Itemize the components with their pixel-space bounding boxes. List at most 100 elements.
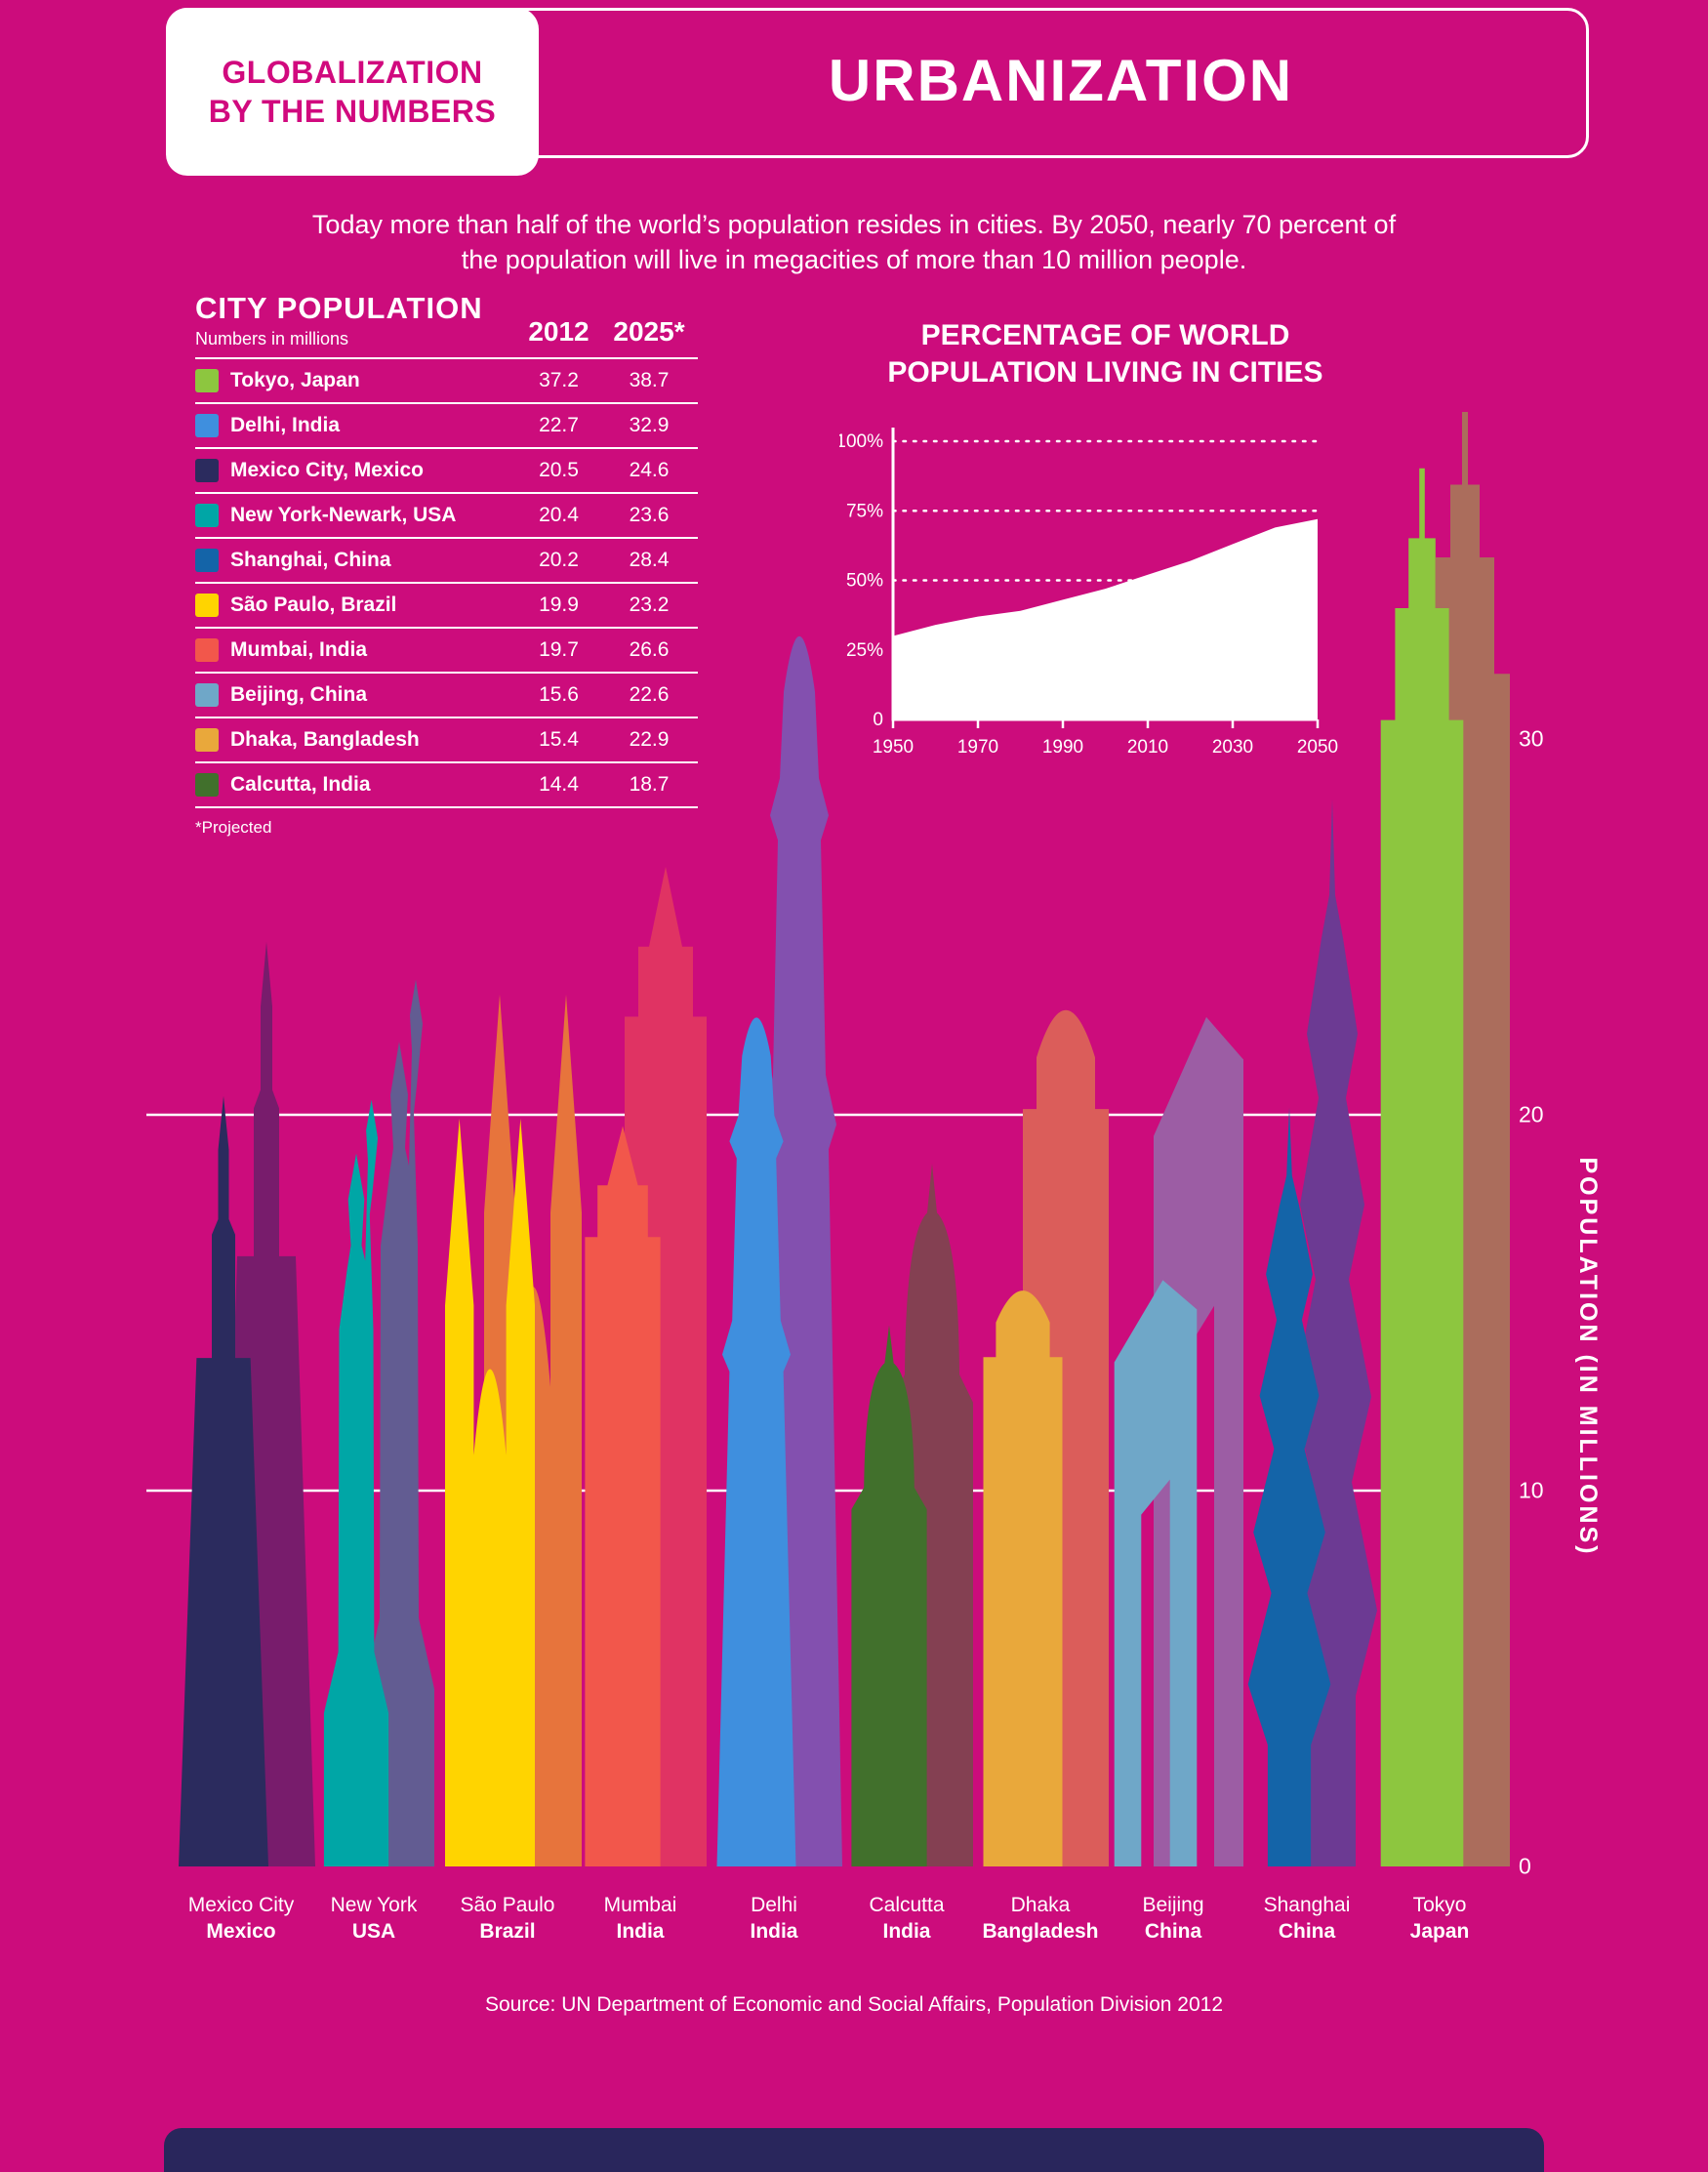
- bar-2012-Calcutta: [851, 1325, 927, 1866]
- x-axis-label-sao-paulo: São Paulo Brazil: [425, 1892, 590, 1945]
- table-row: Tokyo, Japan 37.2 38.7: [195, 359, 698, 404]
- city-color-swatch: [195, 683, 219, 707]
- x-axis-label-calcutta: Calcutta India: [824, 1892, 990, 1945]
- city-label-name: Shanghai: [1263, 1894, 1351, 1916]
- bar-2012-Mumbai: [585, 1126, 661, 1866]
- value-2012: 14.4: [539, 773, 579, 796]
- urban-percentage-area: [893, 518, 1318, 719]
- x-axis-label-dhaka: Dhaka Bangladesh: [957, 1892, 1123, 1945]
- city-label-country: Mexico: [206, 1920, 276, 1943]
- value-2012: 20.4: [539, 504, 579, 526]
- city-name: Shanghai, China: [230, 549, 391, 571]
- value-2025: 18.7: [629, 773, 670, 796]
- table-row: Mexico City, Mexico 20.5 24.6: [195, 449, 698, 494]
- city-label-name: Mexico City: [187, 1894, 295, 1916]
- y-axis-tick-30: 30: [1519, 725, 1544, 752]
- brand-line2: BY THE NUMBERS: [208, 94, 497, 129]
- next-section-bar: [164, 2128, 1544, 2172]
- area-x-tick-label: 1950: [873, 737, 914, 758]
- city-label-name: Mumbai: [603, 1894, 677, 1916]
- value-2025: 23.6: [629, 504, 670, 526]
- value-2012: 15.4: [539, 728, 579, 751]
- y-axis-title: POPULATION (IN MILLIONS): [1574, 1157, 1602, 1557]
- area-y-tick-label: 25%: [846, 640, 883, 661]
- world-urban-percentage-chart: PERCENTAGE OF WORLD POPULATION LIVING IN…: [839, 317, 1371, 766]
- city-name: New York-Newark, USA: [230, 504, 457, 526]
- city-name: Mexico City, Mexico: [230, 459, 425, 481]
- area-x-tick-label: 1990: [1042, 737, 1083, 758]
- value-2025: 22.9: [629, 728, 670, 751]
- bar-2012-Beijing: [1114, 1280, 1198, 1866]
- table-body: Tokyo, Japan 37.2 38.7 Delhi, India 22.7…: [195, 357, 698, 808]
- value-2012: 20.5: [539, 459, 579, 481]
- value-2025: 22.6: [629, 683, 670, 706]
- city-label-name: Delhi: [751, 1894, 797, 1916]
- intro-line2: the population will live in megacities o…: [461, 245, 1247, 274]
- bar-2012-Tokyo: [1380, 468, 1464, 1866]
- city-color-swatch: [195, 549, 219, 572]
- x-axis-label-delhi: Delhi India: [691, 1892, 857, 1945]
- value-2012: 22.7: [539, 414, 579, 436]
- value-2025: 38.7: [629, 369, 670, 391]
- city-label-name: Tokyo: [1412, 1894, 1467, 1916]
- table-row: São Paulo, Brazil 19.9 23.2: [195, 584, 698, 629]
- value-2012: 19.9: [539, 594, 579, 616]
- city-label-country: China: [1144, 1920, 1202, 1943]
- area-y-tick-label: 0: [873, 710, 883, 730]
- brand-box: GLOBALIZATION BY THE NUMBERS: [166, 8, 539, 176]
- area-chart-title-line1: PERCENTAGE OF WORLD: [920, 319, 1290, 351]
- city-label-name: Calcutta: [869, 1894, 945, 1916]
- city-color-swatch: [195, 414, 219, 437]
- city-name: Calcutta, India: [230, 773, 371, 796]
- city-label-name: São Paulo: [460, 1894, 555, 1916]
- value-2012: 15.6: [539, 683, 579, 706]
- bar-2025-New York: [364, 979, 434, 1866]
- bar-2012-São Paulo: [445, 1118, 535, 1866]
- source-text: Source: UN Department of Economic and So…: [484, 1993, 1223, 2016]
- bar-2012-Shanghai: [1247, 1107, 1331, 1866]
- area-chart-title-line2: POPULATION LIVING IN CITIES: [887, 356, 1323, 389]
- bar-2012-Mexico City: [179, 1095, 268, 1866]
- bar-2012-New York: [323, 1099, 389, 1866]
- table-row: Delhi, India 22.7 32.9: [195, 404, 698, 449]
- bar-2012-Delhi: [716, 1017, 796, 1866]
- city-color-swatch: [195, 594, 219, 617]
- city-name: São Paulo, Brazil: [230, 594, 397, 616]
- value-2012: 37.2: [539, 369, 579, 391]
- city-label-country: Brazil: [479, 1920, 536, 1943]
- y-axis-tick-20: 20: [1519, 1101, 1544, 1127]
- area-y-tick-label: 100%: [839, 431, 883, 452]
- x-axis-label-beijing: Beijing China: [1090, 1892, 1256, 1945]
- value-2025: 26.6: [629, 638, 670, 661]
- column-header-2025: 2025*: [613, 316, 685, 347]
- table-footnote: *Projected: [195, 818, 272, 837]
- value-2025: 24.6: [629, 459, 670, 481]
- page-title: URBANIZATION: [828, 47, 1294, 113]
- value-2012: 20.2: [539, 549, 579, 571]
- x-axis-label-mexico-city: Mexico City Mexico: [158, 1892, 324, 1945]
- value-2012: 19.7: [539, 638, 579, 661]
- city-label-country: China: [1278, 1920, 1336, 1943]
- city-color-swatch: [195, 369, 219, 392]
- city-label-country: India: [616, 1920, 665, 1943]
- city-label-name: Dhaka: [1010, 1894, 1071, 1916]
- x-axis-label-mumbai: Mumbai India: [557, 1892, 723, 1945]
- intro-text: Today more than half of the world’s popu…: [171, 207, 1537, 277]
- area-y-tick-label: 50%: [846, 571, 883, 592]
- y-axis-tick-0: 0: [1519, 1853, 1531, 1879]
- value-2025: 23.2: [629, 594, 670, 616]
- brand-line1: GLOBALIZATION: [222, 55, 483, 90]
- city-label-country: Bangladesh: [982, 1920, 1099, 1943]
- city-color-swatch: [195, 459, 219, 482]
- city-name: Mumbai, India: [230, 638, 368, 661]
- city-name: Beijing, China: [230, 683, 368, 706]
- table-subtitle: Numbers in millions: [195, 329, 349, 348]
- city-label-country: Japan: [1409, 1920, 1470, 1943]
- area-chart-canvas: 100% 75% 50% 25% 0 1950 1970 1990 2010 2030 2050: [839, 428, 1338, 758]
- table-row: New York-Newark, USA 20.4 23.6: [195, 494, 698, 539]
- table-row: Calcutta, India 14.4 18.7: [195, 763, 698, 808]
- value-2025: 28.4: [629, 549, 670, 571]
- intro-line1: Today more than half of the world’s popu…: [311, 210, 1397, 239]
